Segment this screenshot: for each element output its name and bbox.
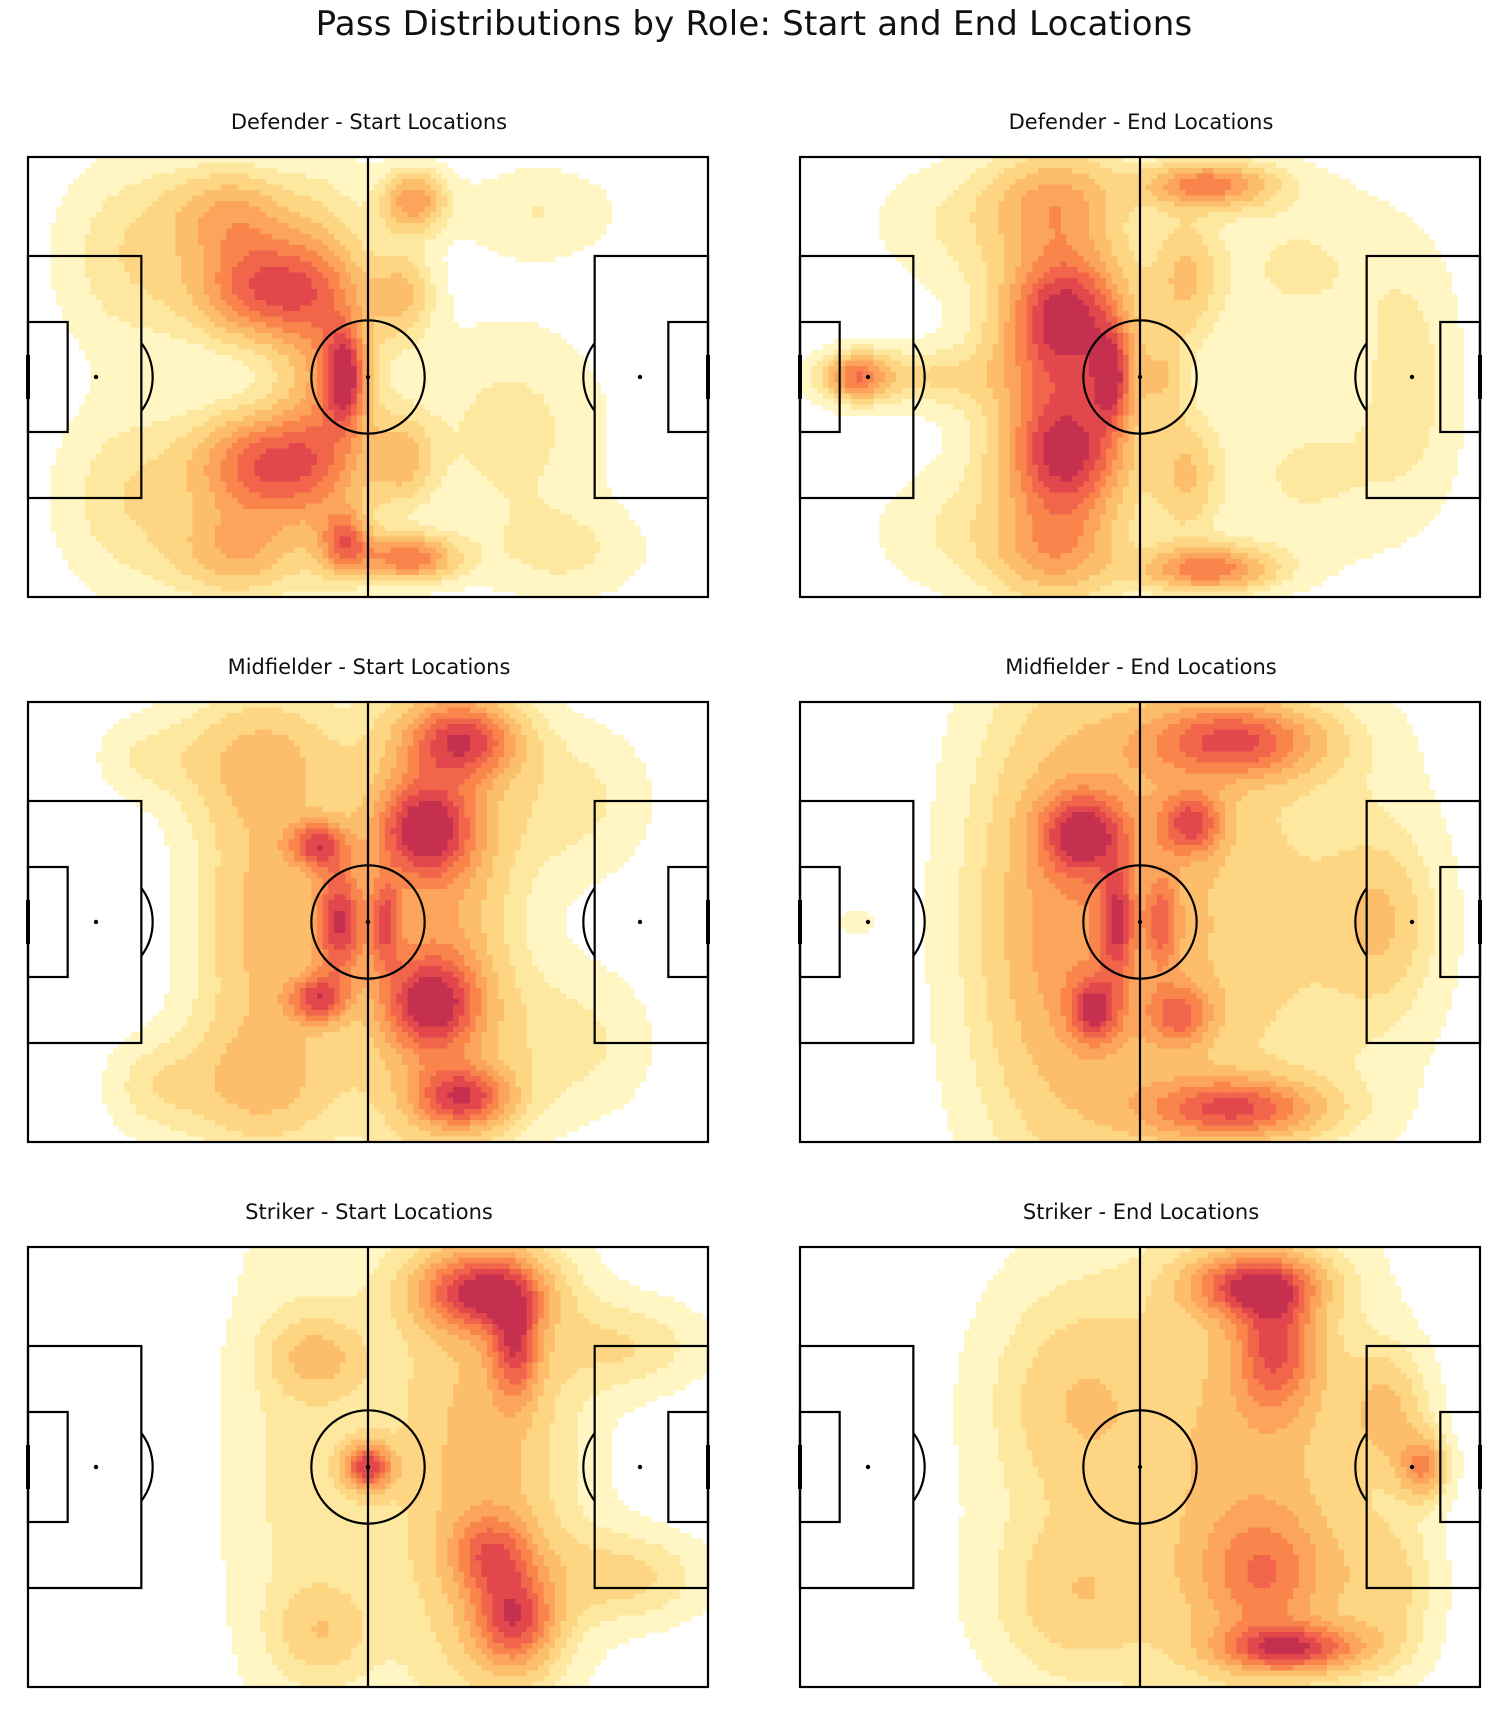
pitch-lines [26, 1245, 710, 1689]
centre-spot [1137, 1464, 1143, 1470]
centre-circle [310, 864, 426, 980]
penalty-box-left [26, 799, 143, 1045]
panel-title: Defender - Start Locations [28, 110, 710, 134]
panel-title: Defender - End Locations [800, 110, 1482, 134]
six-yard-box-right [667, 320, 710, 434]
penalty-arc-right [582, 342, 596, 412]
centre-circle [310, 1409, 426, 1525]
penalty-spot-left [93, 1464, 99, 1470]
penalty-arc-left [912, 1432, 926, 1502]
penalty-arc-left [912, 342, 926, 412]
centre-circle [1082, 1409, 1198, 1525]
goal-left [798, 900, 802, 944]
pitch-heatmap [26, 1245, 710, 1689]
six-yard-box-right [667, 1410, 710, 1524]
pitch-heatmap [798, 155, 1482, 599]
penalty-box-left [798, 1344, 915, 1590]
density-layer [800, 157, 1464, 598]
panel-title: Midfielder - Start Locations [28, 655, 710, 679]
density-layer [953, 1247, 1464, 1688]
goal-right [1478, 900, 1482, 944]
six-yard-box-right [667, 865, 710, 979]
panel-title: Striker - Start Locations [28, 1200, 710, 1224]
centre-spot [365, 919, 371, 925]
goal-right [1478, 355, 1482, 399]
pitch-lines [26, 155, 710, 599]
pitch-lines [26, 700, 710, 1144]
penalty-arc-left [912, 887, 926, 957]
penalty-spot-left [93, 919, 99, 925]
centre-spot [1137, 374, 1143, 380]
pitch-lines [798, 1245, 1482, 1689]
penalty-spot-left [93, 374, 99, 380]
goal-left [798, 1445, 802, 1489]
penalty-spot-right [637, 919, 643, 925]
penalty-spot-right [1409, 919, 1415, 925]
density-layer [839, 702, 1464, 1143]
pitch-lines [798, 700, 1482, 1144]
pitch-heatmap [798, 700, 1482, 1144]
penalty-arc-right [1354, 887, 1368, 957]
penalty-spot-right [637, 374, 643, 380]
goal-left [26, 900, 30, 944]
penalty-spot-right [1409, 374, 1415, 380]
pitch-heatmap [798, 1245, 1482, 1689]
six-yard-box-left [798, 1410, 841, 1524]
penalty-arc-left [140, 342, 154, 412]
pitch-heatmap [26, 155, 710, 599]
penalty-spot-left [865, 374, 871, 380]
goal-right [706, 1445, 710, 1489]
goal-right [706, 900, 710, 944]
centre-circle [1082, 319, 1198, 435]
six-yard-box-left [26, 320, 69, 434]
density-layer [50, 157, 647, 598]
six-yard-box-left [26, 1410, 69, 1524]
penalty-arc-right [1354, 1432, 1368, 1502]
pitch-lines [798, 155, 1482, 599]
penalty-spot-right [1409, 1464, 1415, 1470]
goal-right [1478, 1445, 1482, 1489]
penalty-spot-right [637, 1464, 643, 1470]
density-layer [220, 1247, 709, 1688]
panel-title: Midfielder - End Locations [800, 655, 1482, 679]
centre-circle [1082, 864, 1198, 980]
penalty-arc-right [582, 1432, 596, 1502]
goal-right [706, 355, 710, 399]
goal-left [798, 355, 802, 399]
centre-circle [310, 319, 426, 435]
density-layer [96, 702, 652, 1143]
penalty-arc-right [582, 887, 596, 957]
goal-left [26, 355, 30, 399]
penalty-box-left [26, 1344, 143, 1590]
pitch-heatmap [26, 700, 710, 1144]
goal-left [26, 1445, 30, 1489]
penalty-spot-left [865, 919, 871, 925]
penalty-arc-left [140, 1432, 154, 1502]
six-yard-box-left [798, 865, 841, 979]
penalty-box-right [593, 254, 710, 500]
penalty-arc-right [1354, 342, 1368, 412]
penalty-spot-left [865, 1464, 871, 1470]
figure-title: Pass Distributions by Role: Start and En… [0, 4, 1508, 44]
centre-spot [1137, 919, 1143, 925]
centre-spot [365, 1464, 371, 1470]
panel-title: Striker - End Locations [800, 1200, 1482, 1224]
penalty-arc-left [140, 887, 154, 957]
centre-spot [365, 374, 371, 380]
six-yard-box-left [26, 865, 69, 979]
